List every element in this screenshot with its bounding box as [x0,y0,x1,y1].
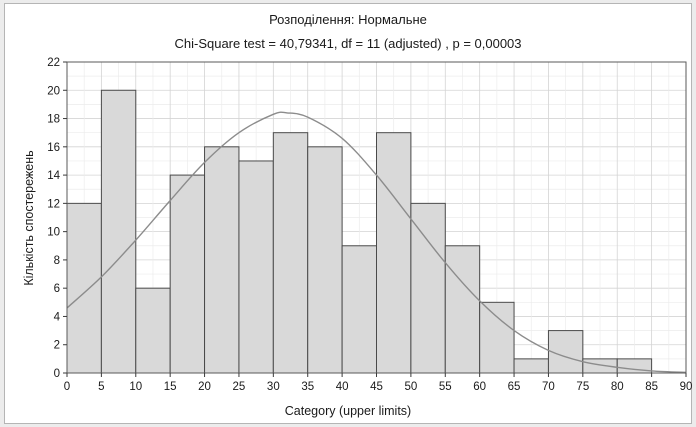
x-tick-label: 90 [680,381,693,393]
x-tick-label: 10 [129,381,142,393]
x-tick-label: 80 [611,381,624,393]
x-tick-label: 50 [404,381,417,393]
histogram-bar [204,146,240,374]
x-axis-label: Category (upper limits) [284,404,412,418]
histogram-bar [479,301,515,374]
x-tick-label: 65 [508,381,521,393]
x-tick-label: 25 [233,381,246,393]
x-tick-label: 0 [64,381,70,393]
histogram-bar [341,245,378,374]
histogram-bar [547,330,584,374]
x-tick-label: 70 [542,381,555,393]
chart-title: Розподілення: Нормальне [269,12,427,27]
x-tick-label: 60 [473,381,486,393]
x-tick-label: 35 [301,381,314,393]
x-tick-label: 30 [267,381,280,393]
x-tick-label: 45 [370,381,383,393]
x-tick-labels: 0 5 10 15 20 25 30 35 40 45 50 55 60 65 70 75 80 85 90 [64,381,693,393]
y-tick-label: 8 [54,255,60,267]
y-tick-label: 10 [47,227,60,239]
x-tick-label: 20 [198,381,211,393]
x-tick-label: 75 [576,381,589,393]
axes [63,61,687,377]
y-tick-label: 0 [54,368,60,380]
y-tick-label: 2 [54,340,60,352]
histogram-bar [444,245,481,374]
histogram-bar [513,358,549,374]
histogram-bar [100,89,137,374]
y-tick-label: 6 [54,283,60,295]
y-tick-labels: 0 2 4 6 8 10 12 14 16 18 20 22 [47,57,60,380]
bars [66,89,653,374]
histogram-bar [66,202,102,374]
histogram-bar [135,287,171,374]
histogram-bar [376,132,412,374]
histogram-bar [307,146,343,374]
y-tick-label: 14 [47,170,60,182]
x-tick-label: 5 [98,381,104,393]
x-tick-label: 55 [439,381,452,393]
histogram-bar [272,132,309,374]
y-tick-label: 20 [47,85,60,97]
y-tick-label: 16 [47,142,60,154]
histogram-bar [410,202,446,374]
x-tick-label: 15 [164,381,177,393]
x-tick-label: 85 [645,381,658,393]
y-tick-label: 4 [54,311,61,323]
y-tick-label: 22 [47,57,60,69]
y-axis-label: Кількість спостережень [22,150,36,286]
y-tick-label: 12 [47,198,60,210]
x-tick-label: 40 [336,381,349,393]
normal-curve-layer [66,111,687,373]
histogram-bar [238,160,274,374]
histogram-bar [169,174,206,374]
chart-subtitle: Chi-Square test = 40,79341, df = 11 (adj… [174,36,522,51]
normal-curve [66,111,687,373]
y-tick-label: 18 [47,114,60,126]
